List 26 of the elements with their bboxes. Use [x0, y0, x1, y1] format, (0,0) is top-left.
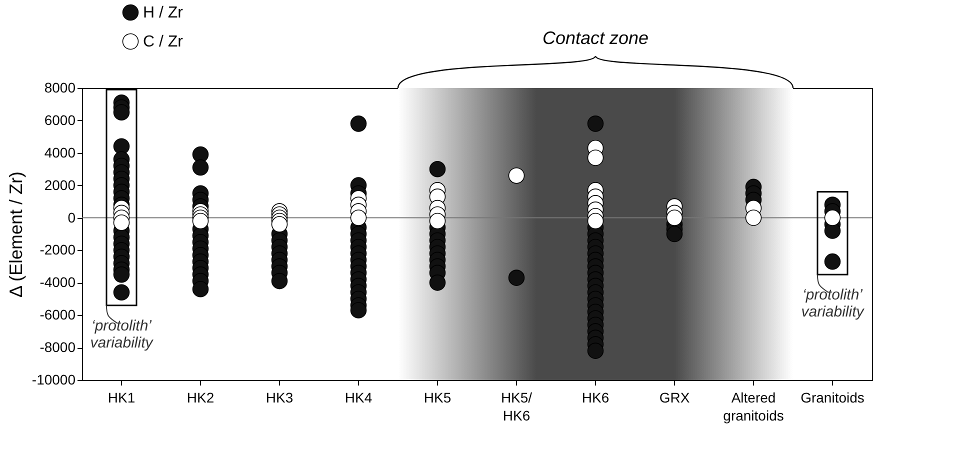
x-tick-label: HK5 — [424, 390, 452, 406]
x-tick-label: HK2 — [186, 390, 214, 406]
annotation: ‘protolith’ variability — [801, 286, 866, 321]
x-tick-label: HK3 — [266, 390, 294, 406]
x-tick-label: GRX — [659, 390, 690, 406]
y-tick-label: 4000 — [44, 144, 76, 160]
legend-label: C / Zr — [143, 34, 184, 50]
band-label: Contact zone — [542, 28, 649, 48]
annotation: ‘protolith’ variability — [90, 317, 154, 352]
x-tick-label: Altered granitoids — [723, 390, 784, 424]
y-tick-label: 8000 — [44, 80, 76, 96]
x-tick-label: Granitoids — [800, 390, 864, 406]
x-tick-label: HK4 — [344, 390, 372, 406]
x-tick-label: HK5/ HK6 — [500, 390, 532, 424]
y-axis-title: Δ (Element / Zr) — [6, 171, 26, 298]
y-tick-label: 6000 — [44, 112, 76, 128]
x-tick-label: HK6 — [582, 390, 610, 406]
y-tick-label: -6000 — [40, 306, 76, 323]
y-tick-label: -10000 — [32, 372, 76, 388]
y-tick-label: 0 — [68, 209, 76, 226]
x-tick-label: HK1 — [108, 390, 136, 406]
y-tick-label: -4000 — [40, 274, 76, 290]
y-tick-label: 2000 — [44, 176, 76, 193]
y-tick-label: -8000 — [40, 339, 76, 356]
y-tick-label: -2000 — [40, 242, 76, 258]
legend-label: H / Zr — [143, 4, 184, 22]
